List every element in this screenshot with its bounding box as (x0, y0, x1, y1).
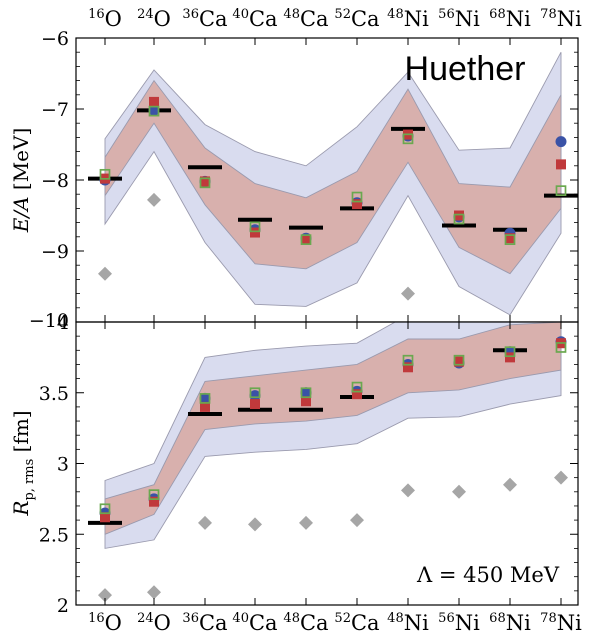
nucleus-label: 40Ca (232, 7, 277, 31)
filled-square-point (403, 362, 413, 373)
open-square-point (555, 185, 567, 196)
open-square-point (148, 489, 160, 500)
nucleus-label: 24O (137, 611, 171, 635)
y-tick-label: −10 (29, 310, 69, 332)
filled-square-point (505, 233, 515, 244)
diamond-point (147, 192, 161, 207)
open-square-point (555, 342, 567, 353)
y-tick-label: 3 (57, 454, 69, 476)
diamond-point (554, 470, 568, 485)
open-square-point (199, 177, 211, 189)
y-axis-label: Rp, rms [fm] (9, 410, 37, 516)
open-square-point (300, 387, 312, 399)
y-tick-label: 4 (57, 312, 69, 334)
diamond-point (248, 517, 262, 532)
nucleus-label: 16O (88, 7, 122, 31)
nucleus-label: 36Ca (182, 611, 227, 635)
open-square-point (504, 234, 516, 245)
circle-point (300, 387, 312, 399)
circle-point (148, 104, 160, 116)
inner-uncertainty-band (104, 322, 562, 535)
nucleus-label: 56Ni (438, 7, 480, 31)
y-tick-label: −7 (41, 99, 69, 121)
y-tick-label: −6 (41, 28, 69, 50)
open-square-point (249, 221, 261, 233)
filled-square-point (250, 399, 260, 410)
diamond-point (401, 286, 415, 301)
filled-square-point (200, 176, 210, 187)
nucleus-label: 24O (137, 7, 171, 31)
open-square-point (148, 105, 160, 117)
diamond-point (401, 483, 415, 498)
nucleus-label: 48Ni (387, 611, 429, 635)
diamond-point (503, 477, 517, 492)
open-square-point (300, 234, 312, 245)
nucleus-label: 52Ca (334, 7, 379, 31)
y-tick-label: 2.5 (39, 524, 69, 546)
y-tick-label: −8 (41, 170, 69, 192)
nucleus-label: 48Ca (283, 611, 328, 635)
open-square-point (453, 354, 465, 366)
nucleus-label: 52Ca (334, 611, 379, 635)
y-axis-label: E/A [MeV] (9, 128, 33, 234)
open-square-point (249, 387, 261, 399)
open-square-point (402, 354, 414, 366)
filled-square-point (301, 234, 311, 245)
diamond-point (147, 585, 161, 600)
filled-square-point (505, 352, 515, 363)
filled-square-point (250, 227, 260, 238)
diamond-point (198, 515, 212, 530)
nucleus-label: 16O (88, 611, 122, 635)
filled-square-point (352, 199, 362, 210)
filled-square-point (556, 159, 566, 170)
circle-point (249, 390, 261, 402)
open-square-point (99, 168, 111, 180)
nucleus-label: 48Ca (283, 7, 328, 31)
diamond-point (98, 588, 112, 603)
y-tick-label: 2 (57, 595, 69, 617)
nucleus-label: 48Ni (387, 7, 429, 31)
circle-point (199, 392, 211, 404)
nucleus-label: 78Ni (540, 7, 582, 31)
open-square-point (99, 503, 111, 515)
y-tick-label: −9 (41, 241, 69, 263)
energy-panel: −10 −9 −8 −7 −6 E/A [MeV] (9, 28, 579, 332)
filled-square-point (352, 389, 362, 400)
open-square-point (351, 381, 363, 393)
open-square-point (402, 133, 414, 145)
diamond-point (299, 515, 313, 530)
filled-square-point (200, 401, 210, 412)
diamond-point (98, 266, 112, 281)
nucleus-label: 78Ni (540, 611, 582, 635)
panel-label-cutoff: Λ = 450 MeV (416, 563, 560, 587)
open-square-point (453, 213, 465, 225)
bottom-nucleus-labels: 16O 24O 36Ca 40Ca 48Ca 52Ca 48Ni 56Ni 68Ni 78Ni (88, 611, 582, 635)
filled-square-point (149, 496, 159, 507)
open-square-point (199, 393, 211, 404)
panel-label-huether: Huether (405, 50, 526, 88)
nucleus-label: 40Ca (232, 611, 277, 635)
nucleus-label: 56Ni (438, 611, 480, 635)
filled-square-point (149, 96, 159, 107)
diamond-point (350, 513, 364, 528)
radius-panel: 2 2.5 3 3.5 4 Rp, rms [fm] (9, 312, 579, 617)
filled-square-point (454, 356, 464, 367)
filled-square-point (454, 210, 464, 221)
filled-square-point (100, 512, 110, 523)
nucleus-label: 68Ni (489, 611, 531, 635)
nucleus-label: 68Ni (489, 7, 531, 31)
circle-point (555, 136, 567, 148)
filled-square-point (301, 396, 311, 407)
open-square-point (504, 346, 516, 358)
y-tick-label: 3.5 (39, 383, 69, 405)
open-square-point (351, 191, 363, 203)
diamond-point (452, 484, 466, 499)
nucleus-label: 36Ca (182, 7, 227, 31)
top-nucleus-labels: 16O 24O 36Ca 40Ca 48Ca 52Ca 48Ni 56Ni 68Ni 78Ni (88, 7, 582, 31)
